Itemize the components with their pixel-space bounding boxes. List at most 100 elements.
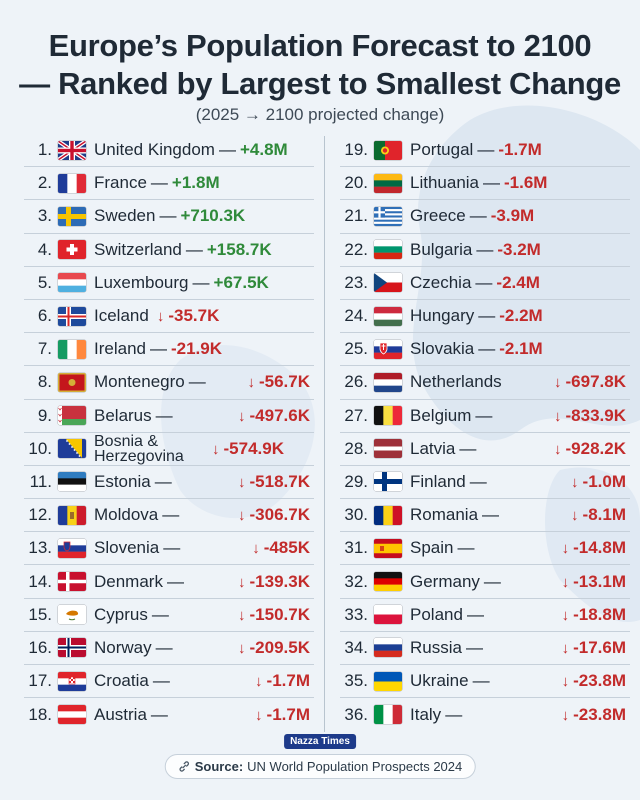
montenegro-flag-icon bbox=[58, 372, 86, 392]
table-row: 10. Bosnia & Herzegovina ↓ -574.9K bbox=[24, 433, 314, 466]
link-icon bbox=[179, 761, 190, 772]
change-value-cell: ↓ -697.8K bbox=[554, 372, 626, 392]
rank-number: 24. bbox=[344, 306, 368, 326]
change-value-cell: +158.7K bbox=[207, 240, 272, 260]
change-value: -1.7M bbox=[498, 140, 542, 160]
rank-number: 9. bbox=[37, 405, 52, 425]
change-value-cell: ↓ -518.7K bbox=[238, 472, 310, 492]
country-name: Sweden bbox=[94, 206, 156, 226]
switzerland-flag-icon bbox=[58, 240, 86, 260]
change-value-cell: -21.9K bbox=[171, 339, 222, 359]
change-value: -35.7K bbox=[168, 306, 220, 326]
table-row: 15. Cyprus — ↓ -150.7K bbox=[24, 599, 314, 632]
down-arrow-icon: ↓ bbox=[238, 507, 246, 525]
table-row: 6. Iceland ↓ -35.7K bbox=[24, 300, 314, 334]
rank-number: 1. bbox=[37, 140, 52, 160]
down-arrow-icon: ↓ bbox=[238, 573, 246, 591]
rank-number: 36. bbox=[344, 704, 368, 724]
spain-flag-icon bbox=[374, 538, 402, 558]
separator-dash: — bbox=[445, 704, 463, 724]
table-row: 16. Norway — ↓ -209.5K bbox=[24, 632, 314, 665]
down-arrow-icon: ↓ bbox=[561, 673, 570, 691]
austria-flag-icon bbox=[58, 705, 86, 725]
change-value: -518.7K bbox=[249, 471, 310, 491]
country-name: Poland bbox=[410, 604, 463, 624]
country-name: Norway bbox=[94, 637, 152, 657]
change-value: -13.1M bbox=[573, 571, 626, 591]
rank-number: 31. bbox=[344, 538, 368, 558]
separator-dash: — bbox=[457, 538, 475, 558]
separator-dash: — bbox=[163, 538, 181, 558]
separator-dash: — bbox=[475, 405, 493, 425]
table-row: 27. Belgium — ↓ -833.9K bbox=[340, 400, 630, 433]
country-name: Belgium bbox=[410, 405, 472, 425]
rank-number: 15. bbox=[28, 604, 52, 624]
down-arrow-icon: ↓ bbox=[561, 606, 570, 624]
change-value-cell: ↓ -35.7K bbox=[157, 306, 220, 326]
change-value-cell: -2.2M bbox=[499, 306, 542, 326]
table-row: 19. Portugal — -1.7M bbox=[340, 134, 630, 168]
country-name: Luxembourg bbox=[94, 272, 189, 292]
norway-flag-icon bbox=[58, 638, 86, 658]
table-row: 30. Romania — ↓ -8.1M bbox=[340, 499, 630, 533]
separator-dash: — bbox=[478, 306, 496, 326]
country-name: Latvia bbox=[410, 438, 456, 458]
country-name: Hungary bbox=[410, 306, 475, 326]
latvia-flag-icon bbox=[374, 439, 402, 459]
change-value: -1.0M bbox=[582, 471, 626, 491]
ukraine-flag-icon bbox=[374, 671, 402, 691]
rank-number: 6. bbox=[37, 306, 52, 326]
table-row: 3. Sweden — +710.3K bbox=[24, 200, 314, 234]
country-name: Spain bbox=[410, 538, 454, 558]
rank-number: 29. bbox=[344, 471, 368, 491]
rank-number: 25. bbox=[344, 339, 368, 359]
country-name: Finland bbox=[410, 471, 466, 491]
change-value-cell: ↓ -13.1M bbox=[562, 572, 626, 592]
separator-dash: — bbox=[155, 637, 173, 657]
change-value: +4.8M bbox=[239, 140, 288, 160]
rank-number: 28. bbox=[344, 438, 368, 458]
table-row: 34. Russia — ↓ -17.6M bbox=[340, 632, 630, 665]
separator-dash: — bbox=[192, 272, 210, 292]
rank-number: 22. bbox=[344, 239, 368, 259]
portugal-flag-icon bbox=[374, 140, 402, 160]
separator-dash: — bbox=[465, 637, 483, 657]
down-arrow-icon: ↓ bbox=[156, 308, 165, 326]
table-row: 33. Poland — ↓ -18.8M bbox=[340, 599, 630, 632]
change-value-cell: ↓ -1.7M bbox=[255, 671, 310, 691]
separator-dash: — bbox=[475, 272, 493, 292]
iceland-flag-icon bbox=[58, 306, 86, 326]
country-name: Slovenia bbox=[94, 538, 160, 558]
country-name: Iceland bbox=[94, 306, 149, 326]
separator-dash: — bbox=[150, 173, 168, 193]
separator-dash: — bbox=[469, 206, 487, 226]
rank-number: 7. bbox=[37, 339, 52, 359]
rank-number: 30. bbox=[344, 505, 368, 525]
change-value-cell: ↓ -1.7M bbox=[255, 705, 310, 725]
change-value: -150.7K bbox=[249, 604, 310, 624]
change-value-cell: +4.8M bbox=[240, 140, 288, 160]
country-name: Ireland bbox=[94, 339, 146, 359]
down-arrow-icon: ↓ bbox=[238, 407, 246, 425]
country-name: Croatia bbox=[94, 671, 149, 691]
separator-dash: — bbox=[459, 438, 477, 458]
denmark-flag-icon bbox=[58, 572, 86, 592]
brand-badge: Nazza Times bbox=[284, 734, 356, 749]
change-value: -2.1M bbox=[499, 339, 543, 359]
separator-dash: — bbox=[149, 339, 167, 359]
change-value: +710.3K bbox=[180, 206, 246, 226]
country-name: Slovakia bbox=[410, 339, 475, 359]
separator-dash: — bbox=[483, 571, 501, 591]
change-value: -139.3K bbox=[249, 571, 310, 591]
table-row: 35. Ukraine — ↓ -23.8M bbox=[340, 665, 630, 699]
table-row: 11. Estonia — ↓ -518.7K bbox=[24, 466, 314, 500]
rank-number: 23. bbox=[344, 272, 368, 292]
down-arrow-icon: ↓ bbox=[554, 440, 562, 458]
country-name: France bbox=[94, 173, 147, 193]
change-value-cell: ↓ -1.0M bbox=[571, 472, 626, 492]
luxembourg-flag-icon bbox=[58, 273, 86, 293]
country-name: Romania bbox=[410, 505, 479, 525]
country-name: Ukraine bbox=[410, 671, 469, 691]
table-row: 7. Ireland — -21.9K bbox=[24, 333, 314, 367]
